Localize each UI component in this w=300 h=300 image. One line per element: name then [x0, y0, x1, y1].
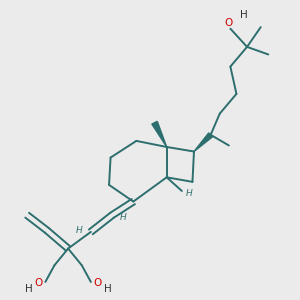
Text: O: O: [93, 278, 102, 288]
Text: O: O: [225, 18, 233, 28]
Text: O: O: [34, 278, 43, 288]
Text: H: H: [186, 190, 193, 199]
Text: H: H: [104, 284, 111, 294]
Text: H: H: [240, 10, 248, 20]
Text: H: H: [120, 213, 127, 222]
Text: H: H: [76, 226, 83, 235]
Text: H: H: [25, 284, 33, 294]
Polygon shape: [152, 121, 167, 147]
Polygon shape: [194, 133, 213, 152]
